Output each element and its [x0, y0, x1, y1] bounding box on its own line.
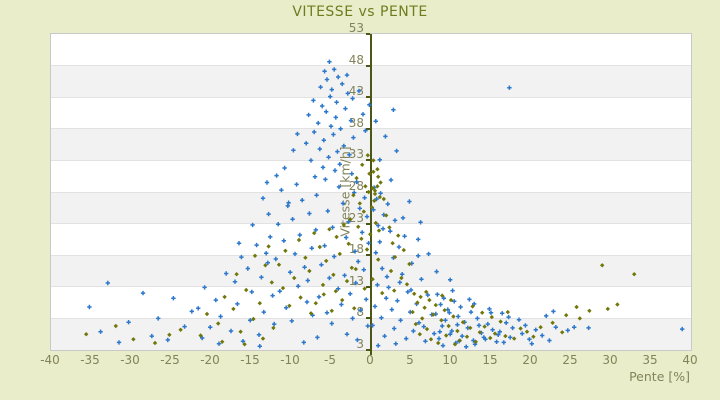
- x-tick-label: 15: [482, 353, 498, 367]
- x-tick-label: -20: [200, 353, 220, 367]
- x-tick-label: 5: [406, 353, 414, 367]
- y-axis-tick: [366, 127, 370, 130]
- x-tick-label: 20: [522, 353, 538, 367]
- y-axis-tick: [366, 64, 370, 67]
- x-tick-label: 25: [562, 353, 578, 367]
- y-axis-tick: [366, 96, 370, 99]
- y-tick-label: 38: [348, 115, 364, 130]
- y-axis-tick: [366, 33, 370, 35]
- x-tick-label: 0: [366, 353, 374, 367]
- y-tick-label: 23: [348, 210, 364, 225]
- series-vitesse-olive-points: [84, 153, 637, 347]
- y-axis-tick: [366, 285, 370, 288]
- y-tick-label: 18: [348, 242, 364, 257]
- y-tick-label: 13: [348, 273, 364, 288]
- x-tick-label: -5: [324, 353, 336, 367]
- x-tick-label: -10: [280, 353, 300, 367]
- x-tick-label: -30: [120, 353, 140, 367]
- y-tick-label: 33: [348, 147, 364, 162]
- y-axis-tick: [366, 254, 370, 257]
- x-tick-label: -40: [40, 353, 60, 367]
- x-tick-label: 30: [602, 353, 618, 367]
- x-tick-label: -35: [80, 353, 100, 367]
- y-tick-label: 3: [356, 337, 364, 351]
- y-tick-label: 28: [348, 179, 364, 193]
- series-vitesse-blue-points: [87, 59, 685, 349]
- y-tick-label: 53: [348, 21, 364, 35]
- x-axis-title: Pente [%]: [629, 369, 690, 384]
- y-axis-tick: [366, 222, 370, 225]
- y-axis-line: [370, 34, 372, 355]
- y-axis-tick: [366, 349, 370, 351]
- x-tick-label: 40: [682, 353, 698, 367]
- x-tick-label: -25: [160, 353, 180, 367]
- y-axis-tick: [366, 159, 370, 162]
- y-tick-label: 43: [348, 84, 364, 99]
- y-axis-tick: [366, 317, 370, 320]
- y-tick-label: 48: [348, 52, 364, 67]
- x-tick-label: 35: [642, 353, 658, 367]
- scatter-points-layer: [84, 59, 685, 349]
- plot-area: 53 48 43 38 33 28 23 18 13 8 3: [50, 21, 692, 355]
- chart-title: VITESSE vs PENTE: [292, 4, 428, 20]
- x-tick-label: 10: [442, 353, 458, 367]
- x-tick-label: -15: [240, 353, 260, 367]
